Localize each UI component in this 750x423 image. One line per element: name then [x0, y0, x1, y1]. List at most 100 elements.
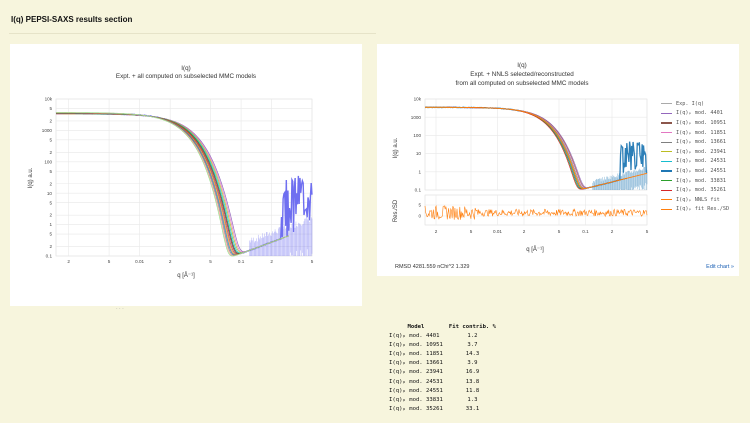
legend-item[interactable]: I(q)ₚ mod. 35261 — [661, 185, 729, 195]
x-tick-label: 0.01 — [493, 229, 502, 234]
legend-label: I(q)ₚ mod. 35261 — [676, 187, 726, 194]
model-cell: I(q)ₚ mod. 13661 — [389, 360, 443, 367]
y-tick-label: 2 — [49, 213, 52, 218]
legend-item[interactable]: I(q)ₚ mod. 4401 — [661, 109, 729, 119]
table-row: I(q)ₚ mod. 23941 16.9 — [386, 368, 499, 377]
y-tick-label: 100 — [413, 133, 421, 138]
table-row: I(q)ₚ mod. 4401 1.2 — [386, 331, 499, 340]
legend-item[interactable]: I(q)ₚ mod. 10951 — [661, 118, 729, 128]
fit-contrib-cell: 1.3 — [467, 396, 478, 403]
table-row: I(q)ₚ mod. 11851 14.3 — [386, 349, 499, 358]
model-series — [425, 107, 627, 189]
model-cell: I(q)ₚ mod. 4401 — [389, 332, 440, 339]
x-tick-label: 5 — [558, 229, 561, 234]
table-row: I(q)ₚ mod. 35261 33.1 — [386, 405, 499, 414]
y-tick-label: 1 — [418, 169, 421, 174]
model-column-header: Model — [407, 323, 425, 330]
y-tick-label: 1000 — [411, 115, 422, 120]
right-chart-subtitle-2: from all computed on subselected MMC mod… — [455, 80, 589, 87]
left-chart-panel[interactable]: I(q) Expt. + all computed on subselected… — [10, 44, 362, 306]
model-series — [425, 107, 627, 189]
y-tick-label: 5 — [49, 137, 52, 142]
model-series — [425, 106, 627, 190]
fit-contrib-cell: 16.9 — [465, 369, 480, 376]
legend-swatch — [661, 189, 672, 191]
x-tick-label: 2 — [523, 229, 526, 234]
experimental-series — [55, 112, 313, 255]
y-tick-label: 5 — [49, 200, 52, 205]
table-row: I(q)ₚ mod. 24531 13.8 — [386, 377, 499, 386]
legend-item[interactable]: I(q)ₚ mod. 24531 — [661, 157, 729, 167]
model-series — [424, 107, 627, 189]
model-series — [425, 107, 627, 189]
plot-frame — [55, 98, 313, 257]
y-tick-label: 10 — [416, 151, 422, 156]
y-tick-label: 1 — [49, 222, 52, 227]
model-cell: I(q)ₚ mod. 24551 — [389, 387, 443, 394]
y-tick-label: 0.1 — [46, 254, 53, 259]
model-series — [55, 113, 289, 253]
legend-label: I(q)ₚ mod. 13661 — [676, 139, 726, 146]
legend-label: I(q)ₚ mod. 24551 — [676, 167, 726, 174]
y-tick-label: 10k — [45, 97, 53, 102]
x-tick-label: 0.1 — [238, 259, 245, 264]
legend-item[interactable]: I(q)ₚ fit Res./SD — [661, 205, 729, 215]
model-series — [425, 106, 627, 190]
legend-swatch — [661, 112, 672, 114]
legend-item[interactable]: I(q)ₚ mod. 23941 — [661, 147, 729, 157]
y-tick-label: 0.1 — [415, 188, 422, 193]
right-chart-legend: Exp. I(q) I(q)ₚ mod. 4401 I(q)ₚ mod. 10951… — [661, 99, 729, 214]
legend-item[interactable]: I(q)ₚ NNLS fit — [661, 195, 729, 205]
right-chart-subtitle-1: Expt. + NNLS selected/reconstructed — [470, 71, 574, 78]
table-row: I(q)ₚ mod. 10951 3.7 — [386, 340, 499, 349]
legend-item[interactable]: I(q)ₚ mod. 11851 — [661, 128, 729, 138]
model-series — [56, 113, 289, 254]
y-tick-label: 5 — [49, 106, 52, 111]
right-chart-xlabel: q [Å⁻¹] — [526, 246, 544, 253]
legend-swatch — [661, 179, 672, 182]
model-cell: I(q)ₚ mod. 33831 — [389, 396, 443, 403]
model-cell: I(q)ₚ mod. 35261 — [389, 406, 443, 413]
x-tick-label: 5 — [646, 229, 649, 234]
model-cell: I(q)ₚ mod. 24531 — [389, 378, 443, 385]
legend-swatch — [661, 199, 672, 201]
table-row: I(q)ₚ mod. 33831 1.3 — [386, 395, 499, 404]
legend-item[interactable]: I(q)ₚ mod. 13661 — [661, 137, 729, 147]
legend-label: I(q)ₚ mod. 24531 — [676, 158, 726, 165]
x-tick-label: 2 — [169, 259, 172, 264]
legend-swatch — [661, 160, 672, 162]
legend-swatch — [661, 122, 672, 124]
legend-item[interactable]: I(q)ₚ mod. 24551 — [661, 166, 729, 176]
right-chart-ylabel-bottom: Res./SD — [393, 199, 399, 222]
legend-swatch — [661, 131, 672, 134]
legend-swatch — [661, 151, 672, 153]
panel-resize-handle[interactable]: · · · — [116, 306, 124, 312]
right-chart-panel[interactable]: I(q) Expt. + NNLS selected/reconstructed… — [377, 44, 739, 276]
table-row: I(q)ₚ mod. 13661 3.9 — [386, 359, 499, 368]
table-header-row: Model Fit contrib. % — [386, 322, 499, 331]
fit-contrib-cell: 33.1 — [465, 406, 480, 413]
fit-contrib-cell: 3.9 — [467, 360, 478, 367]
legend-item[interactable]: Exp. I(q) — [661, 99, 729, 109]
y-tick-label: 2 — [49, 244, 52, 249]
y-tick-label: 5 — [49, 232, 52, 237]
left-chart-ylabel: I(q) a.u. — [28, 167, 34, 188]
edit-chart-link[interactable]: Edit chart » — [706, 264, 734, 270]
right-chart-ylabel-top: I(q) a.u. — [393, 137, 399, 158]
table-row: I(q)ₚ mod. 24551 11.8 — [386, 386, 499, 395]
legend-swatch — [661, 103, 672, 105]
left-chart-plot[interactable]: 2 5 0.01 2 5 0.1 2 50.12512510251002510002510k … — [10, 44, 362, 306]
legend-label: I(q)ₚ mod. 23941 — [676, 148, 726, 155]
y-tick-label: 2 — [49, 181, 52, 186]
section-divider — [9, 33, 376, 34]
model-series — [425, 107, 627, 188]
fit-contrib-cell: 14.3 — [465, 350, 480, 357]
y-tick-label: 100 — [44, 159, 52, 164]
model-series — [55, 112, 289, 257]
fit-contribution-table: Model Fit contrib. % I(q)ₚ mod. 4401 1.2 I… — [386, 322, 499, 414]
right-chart-plot[interactable]: 2 5 0.01 2 5 0.1 2 5 0.1 1 10 100 1000 10k 5 0 I(q) a.u… — [377, 44, 739, 276]
model-cell: I(q)ₚ mod. 11851 — [389, 350, 443, 357]
model-series — [425, 107, 627, 189]
x-tick-label: 5 — [108, 259, 111, 264]
legend-item[interactable]: I(q)ₚ mod. 33831 — [661, 176, 729, 186]
